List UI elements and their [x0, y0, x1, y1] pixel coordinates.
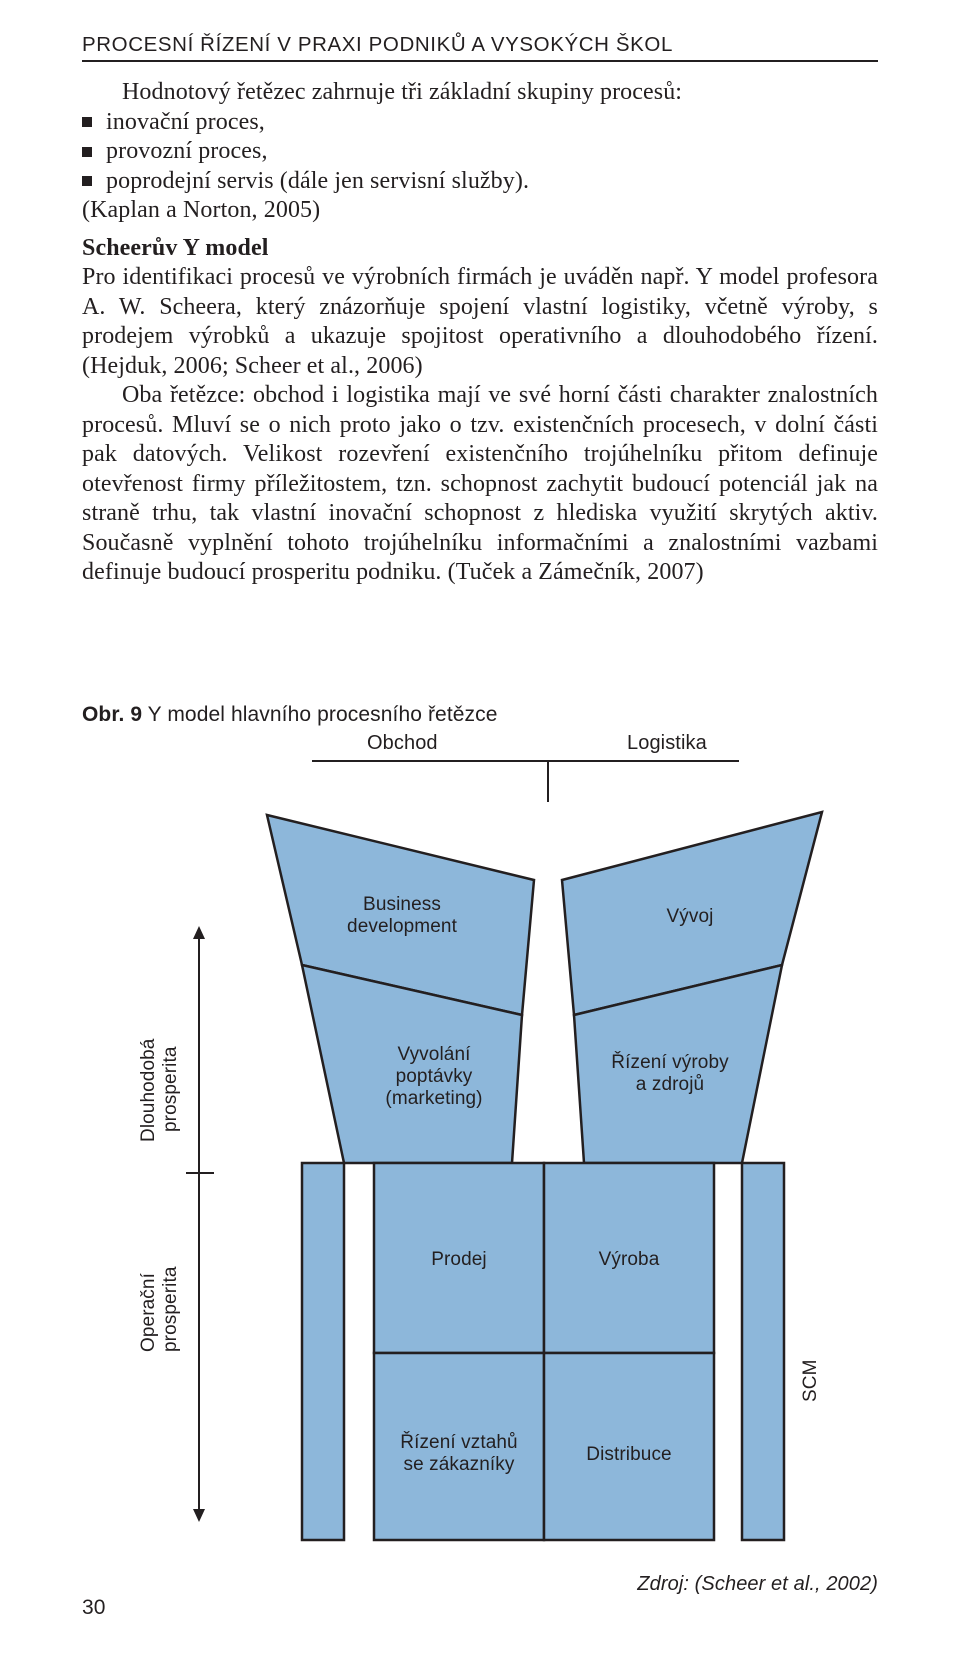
bullet-icon: [82, 147, 92, 157]
text-riz-2: a zdrojů: [636, 1074, 704, 1095]
body-text: Hodnotový řetězec zahrnuje tři základní …: [82, 78, 878, 588]
text-business-1: Business: [363, 894, 441, 915]
page-number: 30: [82, 1596, 106, 1620]
bullet-icon: [82, 117, 92, 127]
text-vyroba: Výroba: [599, 1249, 660, 1270]
text-riz-1: Řízení výroby: [611, 1051, 729, 1073]
text-mkt-3: (marketing): [385, 1088, 482, 1109]
figure-y-model: Obchod Logistika Dlouhodobá prosperita O…: [82, 732, 878, 1562]
text-vyvoj: Vývoj: [667, 906, 714, 927]
paragraph-intro: Hodnotový řetězec zahrnuje tři základní …: [82, 78, 878, 108]
text-prodej: Prodej: [431, 1249, 487, 1270]
running-head-rule: [82, 60, 878, 62]
shape-left-flank: [302, 1163, 344, 1540]
text-distribuce: Distribuce: [586, 1444, 671, 1465]
figure-caption: Obr. 9 Y model hlavního procesního řetěz…: [82, 703, 498, 727]
label-logistika: Logistika: [627, 732, 707, 755]
bullet-3: poprodejní servis (dále jen servisní slu…: [82, 167, 878, 197]
bullet-1: inovační proces,: [82, 108, 878, 138]
bullet-2-text: provozní proces,: [106, 138, 268, 164]
running-head: PROCESNÍ ŘÍZENÍ V PRAXI PODNIKŮ A VYSOKÝ…: [82, 33, 673, 57]
figure-caption-number: Obr. 9: [82, 703, 142, 726]
text-vztahy-2: se zákazníky: [403, 1454, 514, 1475]
bullet-2: provozní proces,: [82, 137, 878, 167]
bullet-3-text: poprodejní servis (dále jen servisní slu…: [106, 168, 529, 194]
figure-source: Zdroj: (Scheer et al., 2002): [637, 1573, 878, 1596]
page: PROCESNÍ ŘÍZENÍ V PRAXI PODNIKŮ A VYSOKÝ…: [0, 0, 960, 1655]
paragraph-2: Pro identifikaci procesů ve výrobních fi…: [82, 263, 878, 381]
text-vztahy-1: Řízení vztahů: [400, 1431, 517, 1453]
bullet-1-text: inovační proces,: [106, 109, 265, 135]
bullet-icon: [82, 176, 92, 186]
label-obchod: Obchod: [367, 732, 438, 755]
reference-line: (Kaplan a Norton, 2005): [82, 196, 878, 226]
figure-caption-text: Y model hlavního procesního řetězce: [142, 703, 497, 726]
y-diagram: Business development Vývoj Vyvolání popt…: [82, 760, 878, 1560]
text-mkt-2: poptávky: [396, 1066, 473, 1087]
shape-right-flank: [742, 1163, 784, 1540]
paragraph-3: Oba řetězce: obchod i logistika mají ve …: [82, 381, 878, 588]
text-mkt-1: Vyvolání: [398, 1044, 472, 1065]
heading-scheer: Scheerův Y model: [82, 234, 878, 264]
text-business-2: development: [347, 916, 458, 937]
